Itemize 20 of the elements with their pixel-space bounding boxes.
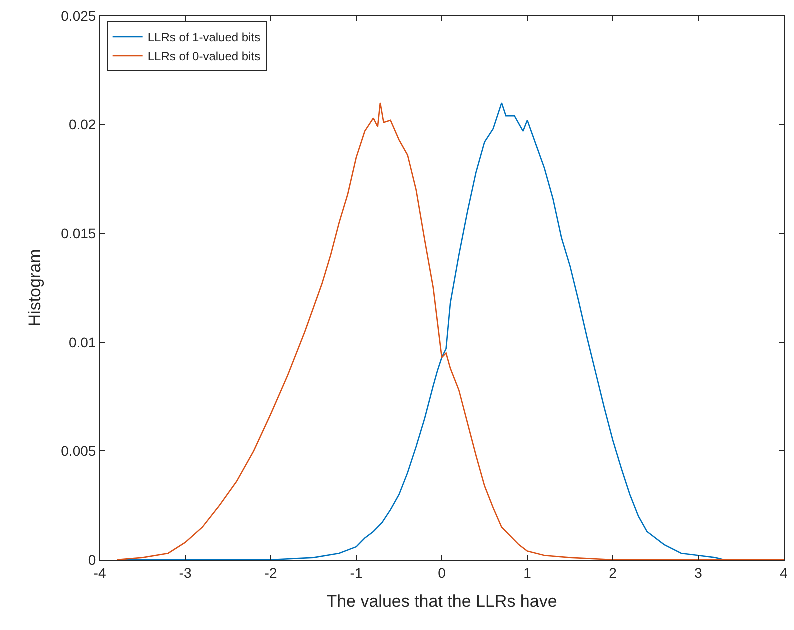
x-tick-label: -2 [264, 564, 278, 581]
line-series [116, 102, 784, 560]
x-tick-label: -1 [350, 564, 363, 581]
y-tick-label: 0.015 [61, 226, 96, 242]
y-axis-title: Histogram [26, 249, 45, 327]
x-tick-label: 3 [694, 564, 703, 581]
y-tick-label: 0.005 [61, 443, 96, 460]
y-tick-label: 0.025 [61, 8, 96, 24]
y-tick-label: 0.02 [68, 116, 96, 133]
x-axis-title: The values that the LLRs have [326, 592, 558, 612]
legend-label: LLRs of 0-valued bits [148, 50, 261, 64]
x-tick-label: 1 [524, 564, 532, 581]
x-tick-label: -4 [94, 564, 106, 581]
y-tick-label: 0 [88, 552, 96, 568]
x-tick-label: -3 [179, 564, 192, 581]
x-tick-label: 2 [609, 564, 618, 581]
x-tick-label: 0 [438, 564, 446, 581]
legend-label: LLRs of 1-valued bits [148, 30, 261, 45]
x-tick-label: 4 [780, 564, 788, 581]
y-tick-label: 0.01 [68, 334, 96, 350]
